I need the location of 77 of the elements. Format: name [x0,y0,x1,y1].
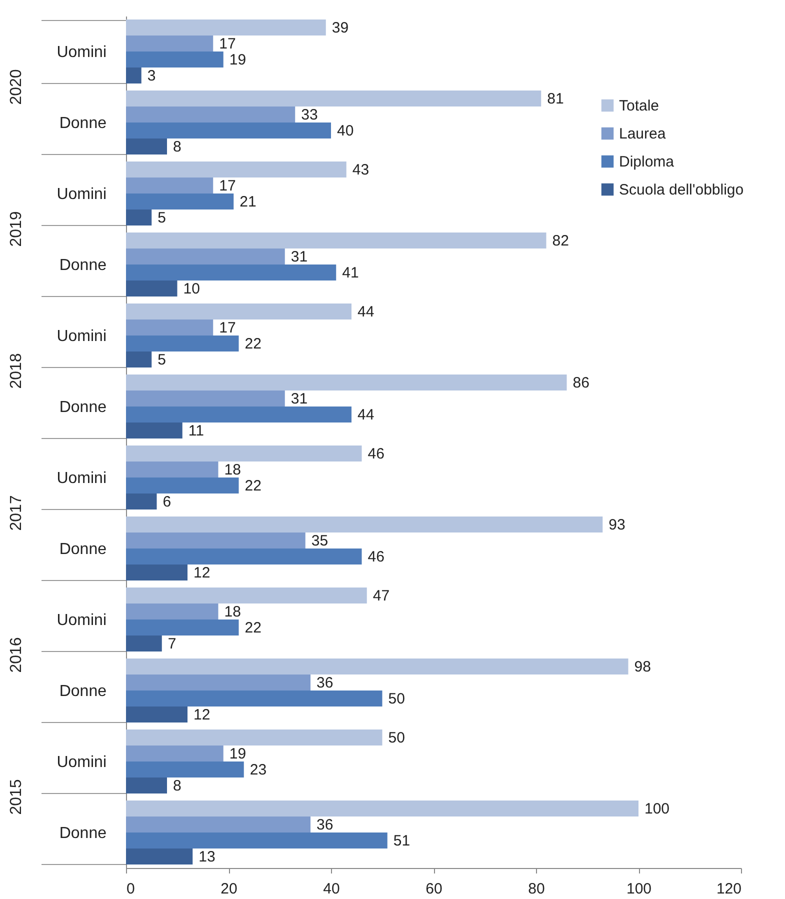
data-label: 17 [219,178,236,195]
data-label: 18 [224,462,241,479]
text: 2015 [8,779,25,815]
data-label: 5 [158,209,166,226]
y-tick-label: Donne [59,257,107,274]
data-label: 44 [358,304,374,321]
data-label: 93 [608,516,626,534]
data-label: 36 [316,816,334,834]
y-tick-label: Donne [59,399,107,416]
data-label: 46 [368,446,384,463]
data-label: 51 [393,832,410,850]
data-label: 82 [552,232,569,250]
x-tick-label: 120 [716,880,742,898]
data-label: 22 [244,477,262,494]
data-label: 35 [311,532,328,550]
y-tick-label: Uomini [56,44,106,61]
data-label: 43 [352,162,370,179]
x-tick-label: 100 [626,880,652,898]
data-label: 31 [290,248,308,266]
data-label: 31 [290,390,308,408]
y-tick-label: Uomini [56,328,106,345]
y-tick-label: Uomini [56,612,106,629]
data-label: 6 [162,493,172,510]
y-tick-label: Uomini [56,470,106,487]
data-label: 11 [188,422,204,440]
data-label: 39 [332,20,349,37]
data-label: 8 [173,138,182,156]
data-label: 47 [372,588,390,605]
data-label: 86 [572,374,590,392]
legend-label: Diploma [619,154,675,170]
data-label: 5 [158,351,166,368]
data-label: 12 [194,706,210,724]
x-tick-label: 20 [220,880,238,898]
data-label: 46 [368,548,384,566]
x-tick-label: 80 [528,880,545,898]
data-label: 50 [388,690,405,708]
data-label: 17 [219,36,236,53]
data-label: 41 [342,264,359,282]
x-tick-label: 0 [126,880,135,898]
data-label: 22 [244,619,262,636]
text: 2017 [8,495,25,531]
data-label: 3 [147,67,156,84]
legend-label: Scuola dell'obbligo [619,182,744,198]
data-label: 19 [229,51,246,68]
data-label: 22 [244,335,262,352]
data-label: 98 [634,658,651,676]
data-label: 23 [250,761,267,778]
data-label: 18 [224,604,241,621]
text: 2020 [8,69,25,105]
text: 2019 [8,211,25,247]
y-tick-label: Donne [59,115,107,132]
data-label: 19 [229,746,246,763]
legend-label: Laurea [619,126,666,142]
data-label: 8 [173,777,182,794]
data-label: 81 [547,90,564,108]
data-label: 33 [301,106,318,124]
y-tick-label: Uomini [56,186,106,203]
data-label: 100 [644,800,670,818]
data-label: 7 [168,635,176,652]
legend-label: Totale [619,98,660,114]
x-tick-label: 60 [426,880,442,898]
data-label: 44 [358,406,374,424]
y-tick-label: Uomini [56,754,106,771]
data-label: 36 [316,674,334,692]
y-tick-label: Donne [59,541,107,558]
text: 2016 [8,637,25,673]
data-label: 10 [183,280,200,298]
data-label: 40 [337,122,354,140]
x-tick-label: 40 [323,880,340,898]
data-label: 21 [240,193,256,210]
data-label: 12 [194,564,210,582]
data-label: 50 [388,730,405,747]
y-tick-label: Donne [59,683,107,700]
data-label: 17 [219,320,236,337]
text: 2018 [8,353,25,389]
y-tick-label: Donne [59,825,107,842]
data-label: 13 [198,848,216,866]
